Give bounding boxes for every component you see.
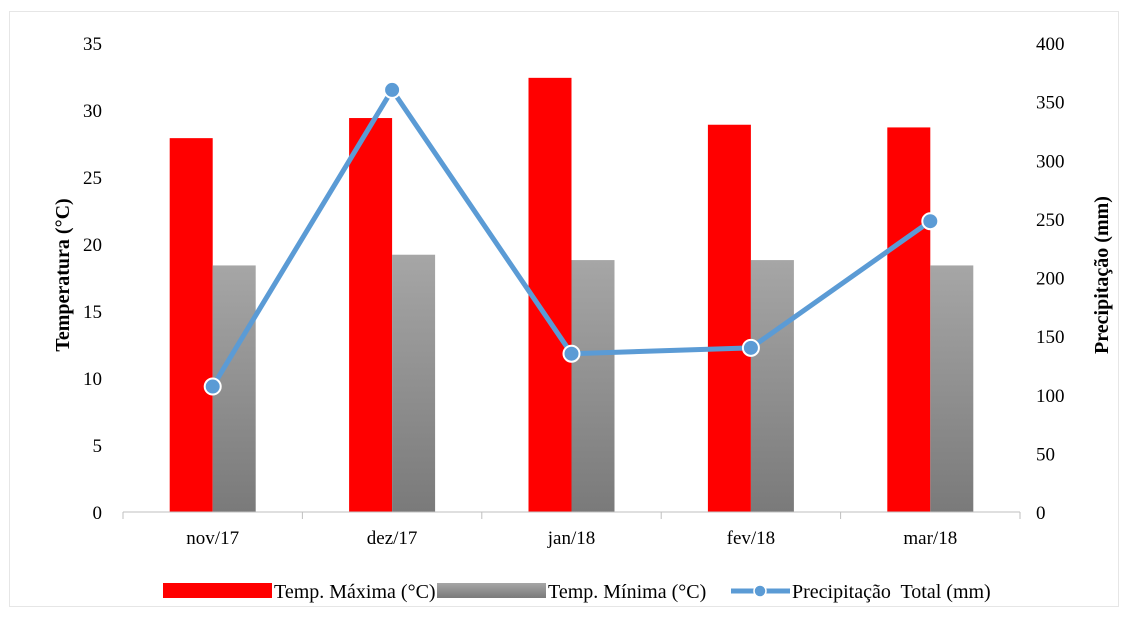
y-axis-ticks: 0 5 10 15 20 25 30 35: [83, 34, 102, 524]
precipitation-point-nov-17: [203, 377, 222, 396]
y-tick-label: 35: [83, 34, 102, 55]
y2-tick-label: 300: [1036, 151, 1065, 172]
precipitation-point-dez-17: [383, 80, 402, 99]
legend-swatch-temp-max: [163, 583, 272, 598]
legend-marker-precipitation: [753, 584, 767, 598]
x-tick-label-nov-17: nov/17: [186, 528, 239, 549]
legend-label-temp-min: Temp. Mínima (°C): [548, 581, 706, 603]
y2-tick-label: 200: [1036, 269, 1065, 290]
y2-tick-label: 150: [1036, 327, 1065, 348]
bar-temp-min-mar-18: [930, 265, 974, 512]
bar-temp-min-jan-18: [571, 260, 615, 512]
bar-temp-min-dez-17: [392, 254, 436, 512]
y-axis-title: Temperatura (°C): [52, 198, 74, 351]
precipitation-point-fev-18: [741, 338, 760, 357]
y2-tick-label: 400: [1036, 34, 1065, 55]
bar-temp-max-nov-17: [169, 138, 213, 512]
y2-tick-label: 0: [1036, 503, 1046, 524]
bars: [169, 77, 974, 513]
y-tick-label: 5: [93, 436, 103, 457]
x-tick-label-mar-18: mar/18: [903, 528, 957, 549]
precipitation-series: [203, 80, 940, 396]
legend-label-precipitation: Precipitação Total (mm): [792, 581, 991, 603]
x-tick-label-dez-17: dez/17: [367, 528, 418, 549]
x-tick-label-fev-18: fev/18: [727, 528, 776, 549]
y-tick-label: 25: [83, 168, 102, 189]
y2-axis-title: Precipitação (mm): [1091, 196, 1113, 354]
y-tick-label: 0: [93, 503, 103, 524]
y2-tick-label: 350: [1036, 93, 1065, 114]
bar-temp-max-jan-18: [528, 77, 572, 512]
chart-frame: [9, 11, 1119, 607]
y-tick-label: 30: [83, 101, 102, 122]
legend-swatch-temp-min: [437, 583, 546, 598]
x-axis-ticks: nov/17 dez/17 jan/18 fev/18 mar/18: [122, 512, 1021, 549]
y-tick-label: 10: [83, 369, 102, 390]
x-tick-label-jan-18: jan/18: [547, 528, 596, 549]
y2-tick-label: 250: [1036, 210, 1065, 231]
bar-temp-max-fev-18: [707, 124, 751, 513]
y-tick-label: 20: [83, 235, 102, 256]
y2-axis-ticks: 0 50 100 150 200 250 300 350 400: [1036, 34, 1065, 524]
y2-tick-label: 50: [1036, 444, 1055, 465]
precipitation-point-mar-18: [921, 212, 940, 231]
y2-tick-label: 100: [1036, 386, 1065, 407]
y-tick-label: 15: [83, 302, 102, 323]
bar-temp-max-mar-18: [887, 127, 931, 513]
precipitation-point-jan-18: [562, 344, 581, 363]
bar-temp-max-dez-17: [349, 118, 393, 512]
legend: Temp. Máxima (°C) Temp. Mínima (°C) Prec…: [163, 581, 991, 603]
legend-label-temp-max: Temp. Máxima (°C): [274, 581, 436, 603]
bar-temp-min-fev-18: [750, 260, 794, 512]
